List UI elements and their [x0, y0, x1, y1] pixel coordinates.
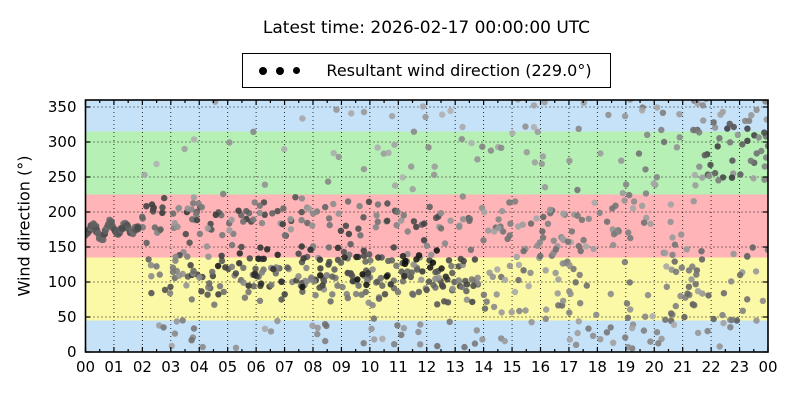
x-tick-label: 04 — [190, 358, 209, 376]
y-tick-label: 0 — [67, 343, 77, 361]
x-tick-label: 13 — [446, 358, 465, 376]
x-tick-label: 07 — [275, 358, 294, 376]
x-tick-label: 08 — [303, 358, 322, 376]
x-tick-label: 20 — [645, 358, 664, 376]
x-tick-label: 06 — [247, 358, 266, 376]
x-tick-label: 16 — [531, 358, 550, 376]
x-tick-label: 15 — [503, 358, 522, 376]
legend: Resultant wind direction (229.0°) — [242, 53, 611, 88]
legend-row: Resultant wind direction (229.0°) — [85, 53, 768, 88]
y-tick-label: 150 — [48, 238, 77, 256]
legend-label: Resultant wind direction (229.0°) — [326, 61, 592, 80]
y-tick-label: 350 — [48, 98, 77, 116]
x-tick-label: 02 — [133, 358, 152, 376]
x-tick-label: 18 — [588, 358, 607, 376]
x-tick-label: 22 — [702, 358, 721, 376]
x-tick-label: 11 — [389, 358, 408, 376]
x-tick-label: 03 — [161, 358, 180, 376]
x-tick-label: 01 — [104, 358, 123, 376]
x-tick-label: 19 — [616, 358, 635, 376]
x-tick-label: 17 — [559, 358, 578, 376]
y-axis-label: Wind direction (°) — [14, 155, 34, 297]
x-tick-label: 10 — [360, 358, 379, 376]
y-tick-label: 300 — [48, 133, 77, 151]
y-tick-label: 50 — [57, 308, 76, 326]
x-tick-label: 12 — [417, 358, 436, 376]
x-tick-label: 00 — [758, 358, 777, 376]
x-tick-label: 21 — [673, 358, 692, 376]
chart-title: Latest time: 2026-02-17 00:00:00 UTC — [262, 18, 591, 38]
x-tick-label: 23 — [730, 358, 749, 376]
legend-dots-icon — [259, 66, 301, 75]
x-tick-label: 09 — [332, 358, 351, 376]
y-tick-label: 250 — [48, 168, 77, 186]
y-tick-label: 100 — [48, 273, 77, 291]
x-tick-label: 00 — [76, 358, 95, 376]
x-tick-label: 05 — [218, 358, 237, 376]
x-tick-label: 14 — [474, 358, 493, 376]
y-tick-label: 200 — [48, 203, 77, 221]
